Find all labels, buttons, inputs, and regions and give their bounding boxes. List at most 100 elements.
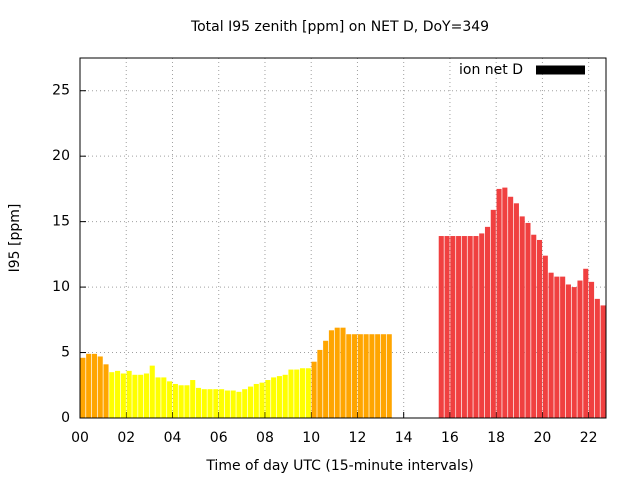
- bar: [542, 255, 548, 418]
- bar: [120, 373, 126, 418]
- bar: [340, 327, 346, 418]
- bar: [473, 236, 479, 418]
- bar: [525, 222, 531, 418]
- bar: [115, 370, 121, 418]
- bar: [109, 372, 115, 418]
- bar: [589, 281, 595, 418]
- y-tick-label: 10: [52, 279, 70, 295]
- bar: [299, 368, 306, 418]
- y-tick-label: 5: [61, 345, 70, 361]
- bar: [201, 389, 207, 418]
- bar: [565, 284, 571, 418]
- bar: [508, 196, 514, 418]
- bar: [386, 334, 392, 418]
- bar: [271, 377, 277, 418]
- bar: [97, 356, 103, 418]
- bar: [195, 387, 202, 418]
- bar: [213, 389, 219, 418]
- x-tick-label: 22: [580, 430, 598, 446]
- bar: [456, 236, 462, 418]
- x-axis-label: Time of day UTC (15-minute intervals): [205, 458, 473, 474]
- bar: [305, 368, 311, 418]
- bar: [502, 187, 508, 418]
- bar: [155, 377, 161, 418]
- bar: [496, 188, 502, 418]
- bar: [352, 334, 358, 418]
- bar: [126, 370, 132, 418]
- x-tick-label: 12: [349, 430, 367, 446]
- bar: [242, 389, 248, 418]
- bar: [282, 374, 288, 418]
- bar: [444, 236, 450, 418]
- bar: [583, 268, 589, 418]
- bar: [161, 377, 167, 418]
- bar: [253, 383, 259, 418]
- bar: [259, 382, 265, 418]
- bar: [294, 369, 300, 418]
- bar: [276, 376, 282, 418]
- bar: [571, 287, 577, 418]
- bar: [369, 334, 375, 418]
- bar: [230, 390, 236, 418]
- bar: [184, 385, 190, 418]
- bar: [80, 357, 86, 418]
- bar: [554, 276, 560, 418]
- bar: [178, 385, 184, 418]
- bar: [143, 373, 150, 418]
- x-tick-label: 16: [441, 430, 459, 446]
- legend-label: ion net D: [459, 62, 523, 78]
- bar: [536, 239, 543, 418]
- bar: [600, 305, 606, 418]
- bar: [346, 334, 352, 418]
- bar: [219, 389, 225, 418]
- bar: [479, 233, 485, 418]
- y-axis-label: I95 [ppm]: [7, 204, 23, 273]
- bar: [317, 349, 323, 418]
- bar: [138, 374, 144, 418]
- bar: [207, 389, 213, 418]
- bar: [190, 380, 196, 418]
- y-tick-label: 25: [52, 83, 70, 99]
- bar: [531, 234, 537, 418]
- bar: [513, 203, 519, 418]
- bar: [357, 334, 363, 418]
- bar: [467, 236, 473, 418]
- x-tick-label: 20: [534, 430, 552, 446]
- x-tick-label: 18: [487, 430, 505, 446]
- bar: [224, 390, 230, 418]
- x-tick-label: 14: [395, 430, 413, 446]
- bar: [149, 365, 155, 418]
- bar: [132, 374, 138, 418]
- bar: [375, 334, 381, 418]
- bar: [363, 334, 369, 418]
- bar: [519, 216, 525, 418]
- x-tick-label: 10: [302, 430, 320, 446]
- x-tick-label: 08: [256, 430, 274, 446]
- x-tick-label: 00: [71, 430, 89, 446]
- y-tick-label: 20: [52, 148, 70, 164]
- x-tick-label: 02: [117, 430, 135, 446]
- bar: [560, 276, 566, 418]
- bar: [594, 298, 600, 418]
- bar: [334, 327, 340, 418]
- x-tick-label: 04: [164, 430, 182, 446]
- bar: [438, 236, 444, 418]
- y-tick-label: 0: [61, 410, 70, 426]
- bar: [91, 353, 97, 418]
- bar: [577, 280, 583, 418]
- bar: [172, 383, 178, 418]
- bar: [167, 381, 173, 418]
- bar: [103, 364, 109, 418]
- bar: [311, 361, 317, 418]
- bar: [490, 209, 496, 418]
- y-tick-label: 15: [52, 214, 70, 230]
- bar: [380, 334, 387, 418]
- bar: [86, 353, 92, 418]
- bar: [461, 236, 467, 418]
- bar: [236, 391, 242, 418]
- bar: [548, 272, 554, 418]
- bar: [288, 369, 294, 418]
- chart-title: Total I95 zenith [ppm] on NET D, DoY=349: [190, 19, 489, 35]
